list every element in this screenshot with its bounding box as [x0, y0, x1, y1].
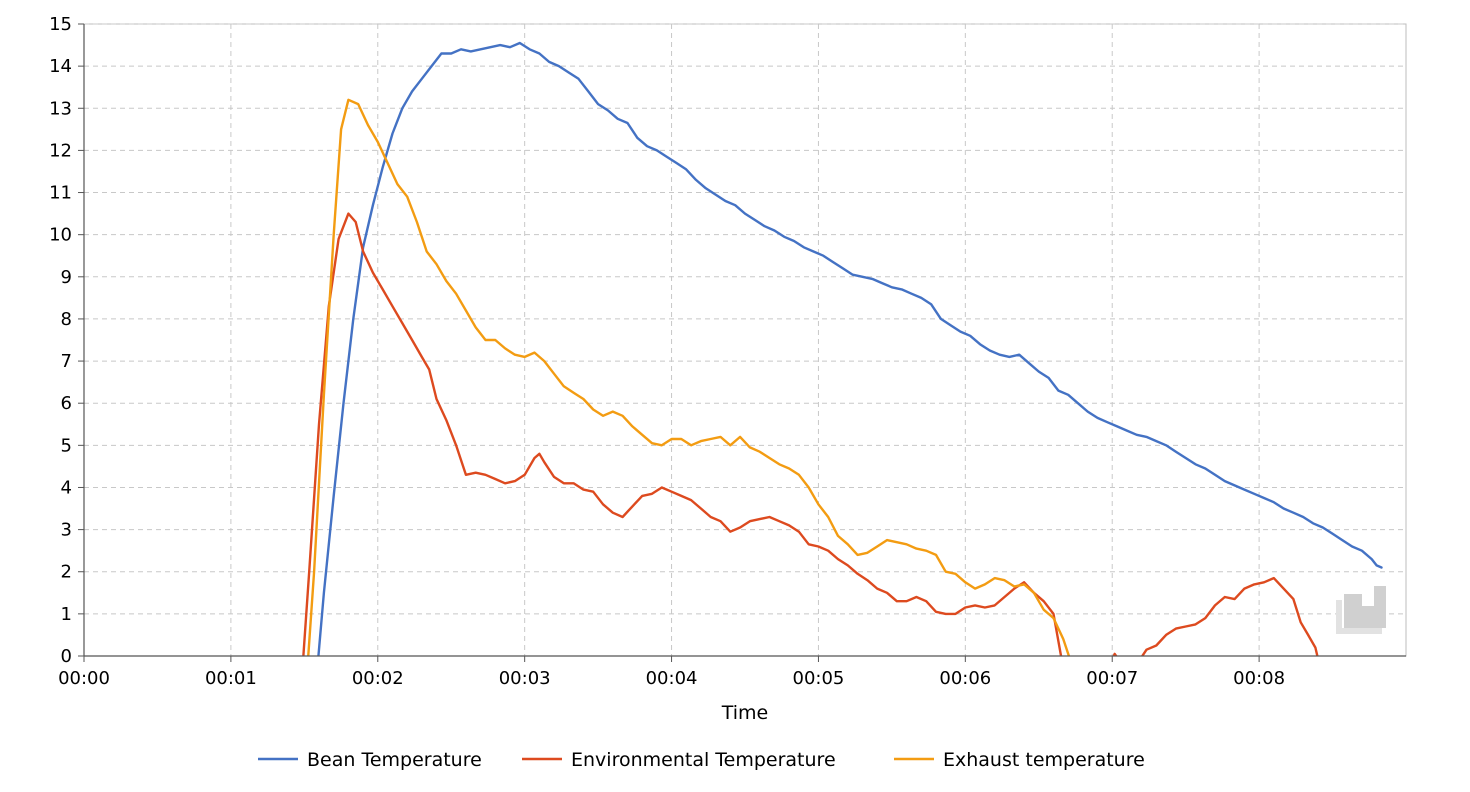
y-tick-label: 14	[49, 56, 72, 77]
y-tick-label: 15	[49, 14, 72, 35]
y-tick-label: 11	[49, 183, 72, 204]
legend-item: Bean Temperature	[258, 749, 482, 771]
y-tick-label: 0	[61, 646, 72, 667]
y-tick-label: 7	[61, 351, 72, 372]
x-axis-title: Time	[721, 702, 769, 724]
y-tick-label: 1	[61, 604, 72, 625]
y-tick-label: 8	[61, 309, 72, 330]
x-tick-label: 00:05	[793, 668, 845, 689]
y-tick-label: 6	[61, 393, 72, 414]
x-tick-label: 00:03	[499, 668, 551, 689]
y-tick-label: 5	[61, 435, 72, 456]
x-tick-label: 00:08	[1233, 668, 1285, 689]
x-tick-labels: 00:00 00:01 00:02 00:03 00:04 00:05 00:06 00:07…	[58, 656, 1285, 689]
y-tick-label: 4	[61, 477, 72, 498]
y-tick-label: 12	[49, 140, 72, 161]
series-line-bean-temperature	[317, 41, 1383, 656]
y-tick-label: 2	[61, 562, 72, 583]
legend-label: Exhaust temperature	[943, 749, 1145, 771]
x-tick-label: 00:00	[58, 668, 110, 689]
y-tick-label: 10	[49, 225, 72, 246]
legend-label: Bean Temperature	[307, 749, 482, 771]
plot-area	[83, 23, 1407, 657]
y-tick-label: 3	[61, 520, 72, 541]
x-tick-label: 00:06	[939, 668, 991, 689]
series-line-environmental-temperature	[302, 212, 1063, 656]
legend-item: Environmental Temperature	[522, 749, 836, 771]
legend-item: Exhaust temperature	[894, 749, 1145, 771]
y-tick-label: 9	[61, 267, 72, 288]
x-tick-label: 00:07	[1086, 668, 1138, 689]
series-group	[302, 41, 1383, 656]
x-tick-label: 00:01	[205, 668, 257, 689]
series-line-exhaust-temperature	[307, 98, 1071, 656]
grid-lines-y	[84, 23, 1406, 615]
legend: Bean Temperature Environmental Temperatur…	[258, 749, 1145, 771]
x-tick-label: 00:04	[646, 668, 698, 689]
watermark-logo	[1336, 586, 1386, 634]
legend-label: Environmental Temperature	[571, 749, 836, 771]
y-tick-label: 13	[49, 98, 72, 119]
grid-lines-x	[230, 24, 1260, 656]
x-tick-label: 00:02	[352, 668, 404, 689]
series-line-environmental-temperature-tail	[1112, 576, 1319, 656]
